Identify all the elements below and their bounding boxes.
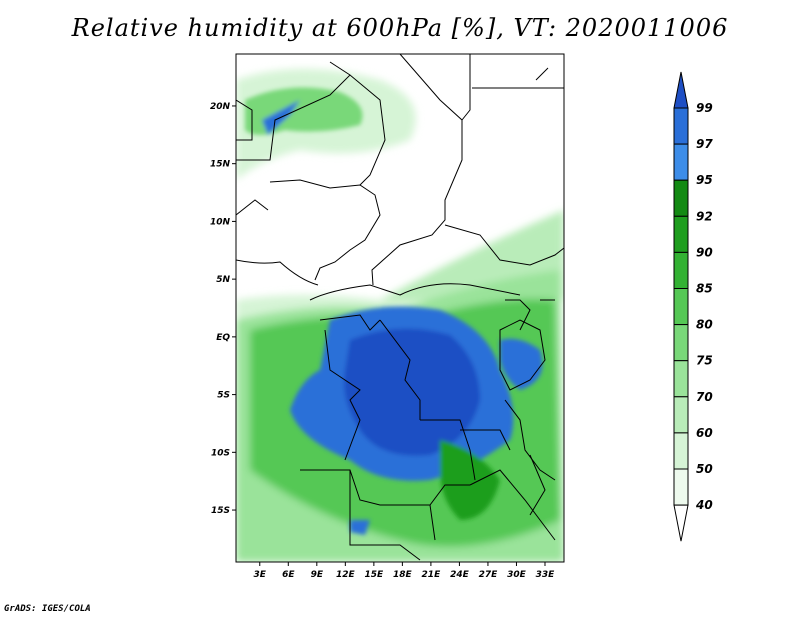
colorbar-label: 95 <box>696 173 713 187</box>
lon-label: 30E <box>507 570 527 580</box>
colorbar-label: 50 <box>696 462 713 476</box>
colorbar-swatch <box>673 396 689 434</box>
lat-label: 5N <box>216 275 230 285</box>
colorbar-label: 60 <box>696 426 713 440</box>
colorbar-swatch <box>673 360 689 398</box>
map-frame <box>235 53 565 563</box>
longitude-axis: 3E 6E 9E 12E 15E 18E 21E 24E 27E 30E 33E <box>254 562 556 580</box>
lon-label: 3E <box>254 570 267 580</box>
lat-label: 10S <box>211 448 230 458</box>
lat-label: 5S <box>217 391 230 401</box>
colorbar-swatch <box>673 288 689 326</box>
colorbar-swatch <box>673 251 689 289</box>
lon-label: 27E <box>479 570 499 580</box>
lat-label: 10N <box>210 217 231 227</box>
colorbar-label: 70 <box>696 390 713 404</box>
colorbar-label: 75 <box>696 354 713 368</box>
colorbar-label: 80 <box>696 318 713 332</box>
colorbar-label: 92 <box>696 209 713 223</box>
lon-label: 12E <box>336 570 356 580</box>
lon-label: 21E <box>422 570 442 580</box>
grads-credit: GrADS: IGES/COLA <box>4 604 91 614</box>
lon-label: 15E <box>365 570 385 580</box>
colorbar-label: 99 <box>696 101 713 115</box>
colorbar-swatch <box>673 468 689 506</box>
lat-label: 20N <box>210 102 231 112</box>
colorbar-label: 97 <box>696 137 713 151</box>
latitude-axis: 20N 15N 10N 5N EQ 5S 10S 15S <box>210 102 236 516</box>
colorbar-top-triangle <box>673 71 689 109</box>
humidity-field <box>236 69 564 562</box>
lat-label: EQ <box>216 333 230 343</box>
lon-label: 6E <box>282 570 295 580</box>
lon-label: 33E <box>536 570 556 580</box>
colorbar-bottom-triangle <box>673 504 689 542</box>
colorbar-swatch <box>673 143 689 181</box>
colorbar: 99 97 95 92 90 85 80 75 70 60 50 40 <box>673 71 713 542</box>
lon-label: 24E <box>450 570 470 580</box>
lon-label: 9E <box>311 570 324 580</box>
country-borders <box>236 54 564 561</box>
colorbar-label: 40 <box>695 498 713 512</box>
chart-title: Relative humidity at 600hPa [%], VT: 202… <box>71 14 729 42</box>
colorbar-swatch <box>673 215 689 253</box>
lon-label: 18E <box>393 570 413 580</box>
colorbar-swatch <box>673 324 689 362</box>
lat-label: 15N <box>210 160 231 170</box>
colorbar-label: 85 <box>696 282 713 296</box>
colorbar-swatch <box>673 179 689 217</box>
colorbar-swatch <box>673 107 689 145</box>
colorbar-swatch <box>673 432 689 470</box>
colorbar-label: 90 <box>696 245 713 259</box>
lat-label: 15S <box>211 506 230 516</box>
